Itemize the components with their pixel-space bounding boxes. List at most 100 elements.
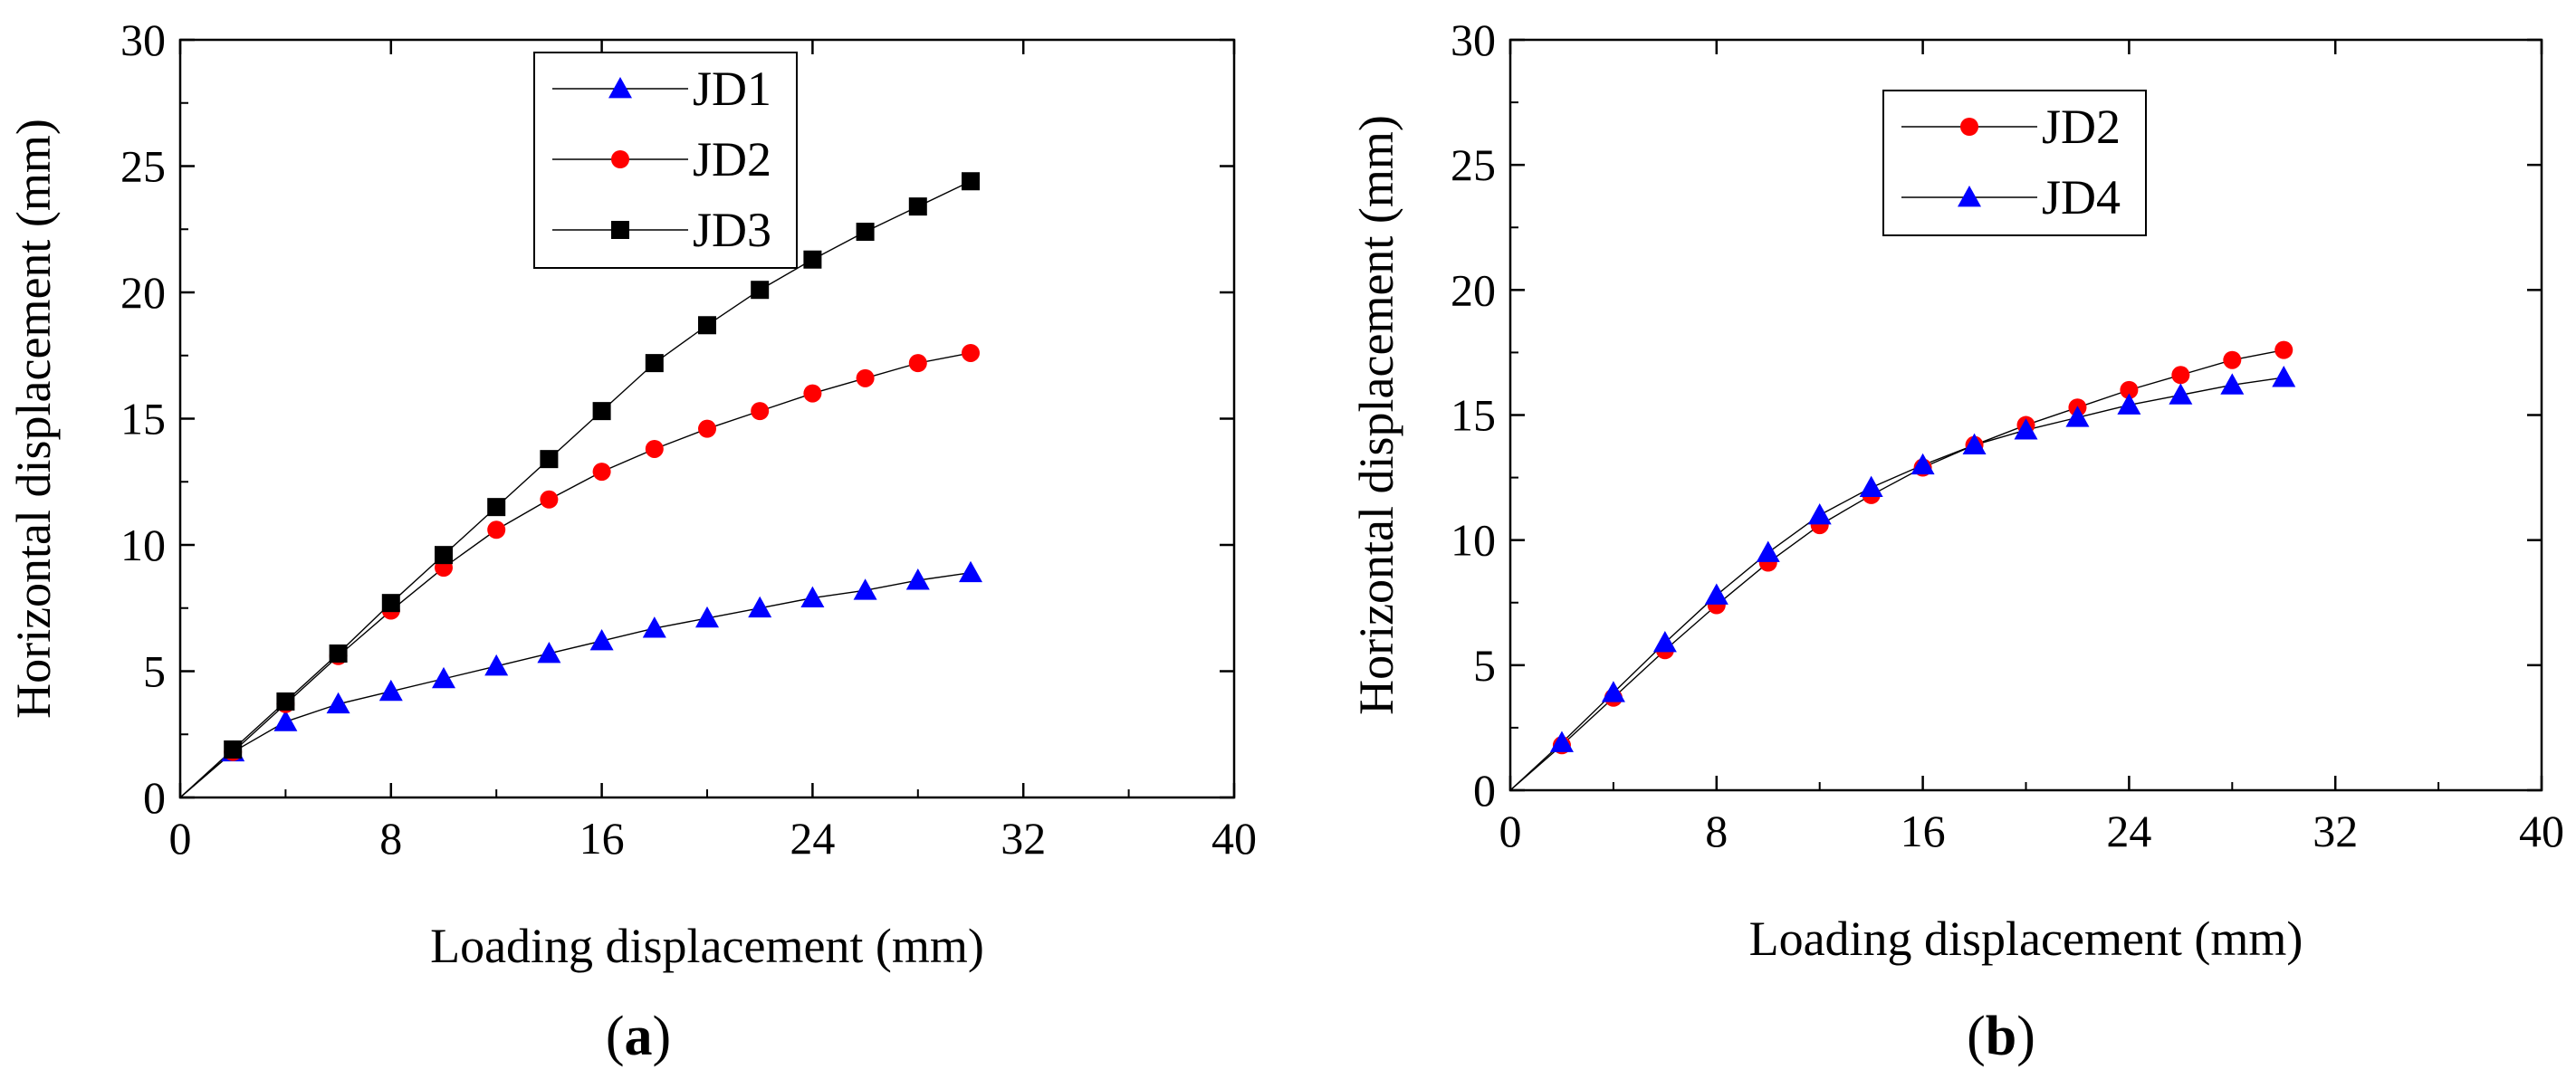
y-tick-label: 15 bbox=[1451, 390, 1496, 441]
y-tick-label: 10 bbox=[1451, 515, 1496, 566]
data-point-jd4 bbox=[2065, 406, 2090, 427]
data-point-jd2 bbox=[962, 343, 980, 362]
data-point-jd3 bbox=[803, 250, 822, 269]
data-point-jd1 bbox=[484, 654, 509, 676]
legend-label-jd3: JD3 bbox=[693, 203, 771, 257]
data-point-jd3 bbox=[329, 644, 348, 663]
data-point-jd4 bbox=[1704, 583, 1729, 605]
series-line-jd2 bbox=[1509, 349, 2284, 791]
panel-b: (b) bbox=[1967, 1006, 2035, 1067]
data-point-jd4 bbox=[2169, 383, 2193, 405]
data-point-jd3 bbox=[276, 692, 295, 711]
legend-label-jd4: JD4 bbox=[2042, 170, 2121, 224]
data-point-jd1 bbox=[537, 641, 561, 664]
chart-a: 0 8 16 24 32 40 0 5 10 15 20 25 30 Loading displaceme… bbox=[6, 14, 1257, 973]
series-line-jd3 bbox=[179, 180, 972, 798]
y-tick-label: 0 bbox=[1473, 765, 1496, 816]
y-tick-label: 10 bbox=[120, 520, 166, 570]
chart-b: 0 8 16 24 32 40 0 5 10 15 20 25 30 Loading displaceme… bbox=[1349, 14, 2564, 966]
x-tick-label: 24 bbox=[790, 813, 835, 864]
y-tick-label: 20 bbox=[1451, 264, 1496, 315]
y-axis-title: Horizontal displacement (mm) bbox=[6, 119, 61, 719]
y-tick-label: 25 bbox=[1451, 139, 1496, 190]
data-point-jd4 bbox=[2014, 418, 2038, 440]
x-tick-label: 0 bbox=[169, 813, 192, 864]
legend-label-jd2: JD2 bbox=[693, 132, 771, 186]
x-tick-label: 16 bbox=[1901, 806, 1946, 856]
data-point-jd3 bbox=[645, 354, 664, 373]
caption-open-paren: ( bbox=[606, 1006, 625, 1067]
data-point-jd2 bbox=[2223, 350, 2242, 369]
data-point-jd2 bbox=[803, 384, 822, 403]
data-point-jd4 bbox=[2272, 366, 2296, 387]
data-point-jd3 bbox=[487, 498, 506, 517]
legend-label-jd1: JD1 bbox=[693, 62, 771, 116]
x-tick-label: 8 bbox=[1705, 806, 1728, 856]
data-point-jd3 bbox=[540, 450, 559, 469]
x-tick-label: 32 bbox=[2313, 806, 2358, 856]
data-point-jd2 bbox=[751, 402, 770, 421]
caption-close-paren: ) bbox=[653, 1006, 672, 1067]
y-tick-label: 30 bbox=[1451, 14, 1496, 65]
panel-a: (a) bbox=[606, 1006, 671, 1067]
x-tick-label: 0 bbox=[1499, 806, 1522, 856]
data-point-jd2 bbox=[487, 520, 506, 540]
x-tick-label: 40 bbox=[2519, 806, 2564, 856]
data-point-jd4 bbox=[1859, 475, 1883, 498]
data-point-jd4 bbox=[2220, 373, 2245, 395]
data-point-jd3 bbox=[224, 740, 243, 759]
caption-letter: b bbox=[1986, 1006, 2016, 1067]
data-point-jd2 bbox=[2171, 366, 2190, 385]
legend-marker-jd4 bbox=[1958, 186, 1981, 207]
legend-label-jd2: JD2 bbox=[2042, 100, 2121, 154]
panel-a-caption: (a) bbox=[606, 1006, 671, 1067]
data-point-jd4 bbox=[1549, 730, 1574, 752]
data-point-jd3 bbox=[751, 281, 770, 300]
data-point-jd3 bbox=[856, 223, 875, 242]
y-tick-label: 25 bbox=[120, 141, 166, 192]
data-point-jd1 bbox=[642, 616, 666, 638]
data-point-jd4 bbox=[1962, 433, 1987, 455]
y-axis-title: Horizontal displacement (mm) bbox=[1349, 115, 1403, 715]
data-point-jd3 bbox=[435, 546, 453, 565]
data-point-jd1 bbox=[432, 666, 455, 689]
data-point-jd3 bbox=[592, 402, 611, 421]
data-point-jd3 bbox=[908, 197, 927, 216]
data-point-jd2 bbox=[645, 439, 664, 458]
legend-box bbox=[1882, 90, 2147, 236]
series-line-jd2 bbox=[179, 352, 972, 798]
data-point-jd2 bbox=[698, 419, 716, 438]
data-point-jd1 bbox=[748, 596, 772, 618]
x-tick-label: 24 bbox=[2106, 806, 2151, 856]
data-point-jd4 bbox=[1807, 503, 1832, 525]
data-point-jd1 bbox=[853, 578, 877, 600]
series-line-jd1 bbox=[179, 571, 972, 798]
legend-marker-jd2 bbox=[611, 150, 629, 168]
panel-b-caption: (b) bbox=[1967, 1006, 2035, 1067]
series-line-jd4 bbox=[1509, 377, 2284, 791]
data-point-jd3 bbox=[698, 316, 716, 335]
y-tick-label: 5 bbox=[1473, 640, 1496, 691]
data-point-jd2 bbox=[2120, 380, 2139, 399]
data-point-jd4 bbox=[1652, 630, 1677, 653]
data-point-jd2 bbox=[2274, 340, 2294, 359]
x-axis-title: Loading displacement (mm) bbox=[430, 919, 984, 973]
data-point-jd1 bbox=[800, 586, 825, 607]
data-point-jd2 bbox=[540, 490, 559, 509]
data-point-jd2 bbox=[908, 354, 927, 373]
data-point-jd4 bbox=[2117, 393, 2141, 415]
data-point-jd4 bbox=[1601, 681, 1625, 702]
data-point-jd1 bbox=[273, 710, 298, 731]
x-axis-title: Loading displacement (mm) bbox=[1749, 912, 2303, 966]
data-point-jd1 bbox=[695, 606, 719, 628]
x-tick-label: 16 bbox=[579, 813, 625, 864]
data-point-jd4 bbox=[1756, 540, 1780, 562]
legend-marker-jd3 bbox=[611, 221, 629, 239]
data-point-jd3 bbox=[962, 172, 980, 191]
data-point-jd3 bbox=[381, 594, 400, 613]
data-point-jd1 bbox=[589, 629, 614, 651]
legend-marker-jd1 bbox=[608, 77, 632, 99]
data-point-jd1 bbox=[378, 679, 403, 702]
caption-letter: a bbox=[625, 1006, 653, 1067]
